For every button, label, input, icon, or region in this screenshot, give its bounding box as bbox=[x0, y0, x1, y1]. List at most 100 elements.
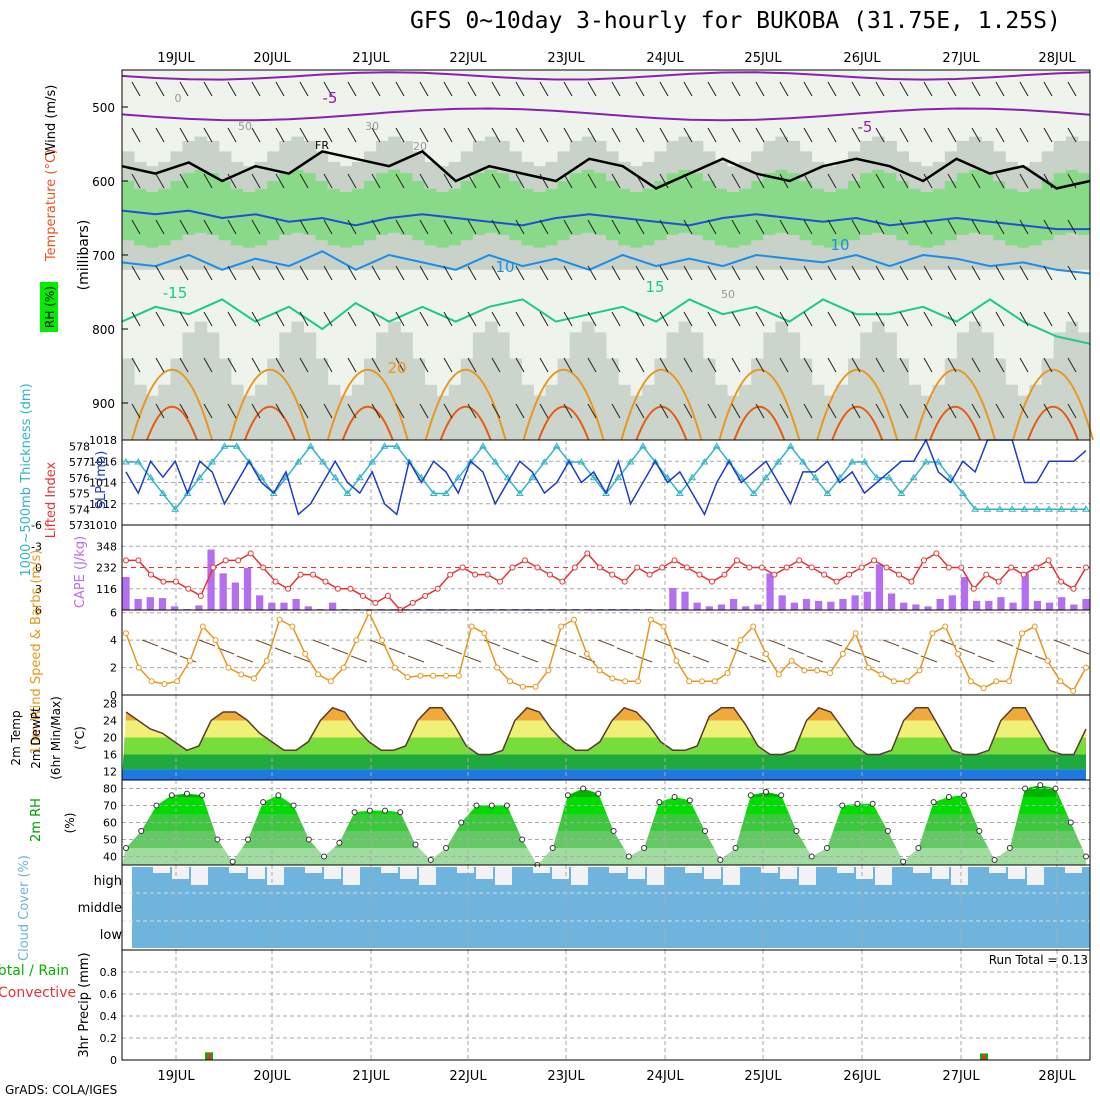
rh-marker bbox=[382, 807, 389, 814]
rh-band-green bbox=[1029, 188, 1043, 246]
wind-barb bbox=[947, 265, 957, 281]
wind-barb bbox=[155, 311, 165, 327]
wind-barb bbox=[539, 219, 549, 235]
wind-barb bbox=[347, 127, 357, 143]
slp-tick: 1010 bbox=[89, 519, 117, 532]
surface-wind-barb bbox=[787, 647, 805, 655]
wind-barb bbox=[155, 403, 165, 419]
wind-barb bbox=[971, 81, 981, 97]
lifted-index-line-marker bbox=[808, 564, 815, 571]
rh-band-lower bbox=[460, 358, 474, 440]
wind-barb bbox=[971, 265, 981, 281]
date-label-top: 25JUL bbox=[744, 51, 782, 66]
rh-band-green bbox=[932, 188, 946, 246]
wind-barb bbox=[1019, 81, 1029, 97]
rh-band-green bbox=[956, 173, 970, 235]
rh-band-green bbox=[835, 188, 849, 246]
wind-speed-line-marker bbox=[455, 672, 462, 679]
cape-bar bbox=[924, 606, 932, 610]
rh-marker bbox=[991, 856, 998, 863]
cloud-high-gap bbox=[913, 867, 930, 873]
lifted-index-line-marker bbox=[135, 557, 142, 564]
wind-barb bbox=[563, 357, 573, 373]
rh-band-lower bbox=[364, 358, 377, 440]
rh-marker bbox=[778, 792, 785, 799]
wind-barb bbox=[347, 357, 357, 373]
rh-band-lower bbox=[206, 332, 220, 440]
lifted-index-line-marker bbox=[347, 585, 354, 592]
lifted-index-line-marker bbox=[509, 564, 516, 571]
wind-barb bbox=[1019, 173, 1029, 189]
thickness-line-marker bbox=[1082, 505, 1090, 512]
wind-speed-line-marker bbox=[852, 630, 859, 637]
thickness-line-marker bbox=[799, 458, 807, 465]
rh-marker bbox=[702, 828, 709, 834]
surface-wind-barb bbox=[540, 639, 558, 647]
surface-wind-barb bbox=[901, 647, 919, 655]
lifted-index-line-marker bbox=[958, 564, 965, 571]
lifted-index-line-marker bbox=[746, 564, 753, 571]
thickness-line-marker bbox=[442, 489, 450, 497]
rh-band-green bbox=[702, 181, 716, 241]
wind-barb bbox=[851, 403, 861, 419]
cloud-high-gap bbox=[324, 867, 341, 879]
rh-band-green bbox=[303, 173, 317, 235]
cape-bar bbox=[1009, 602, 1017, 610]
wind-speed-line-marker bbox=[993, 678, 1000, 685]
precip-bar-conv bbox=[982, 1054, 986, 1060]
surface-wind-barb bbox=[160, 647, 178, 655]
rh-band-lower bbox=[1041, 358, 1055, 440]
wind-barb bbox=[299, 403, 309, 419]
rh-band-lower bbox=[279, 332, 292, 440]
wind-barb bbox=[1067, 219, 1077, 235]
lifted-index-line-marker bbox=[883, 564, 890, 571]
wind-barb bbox=[827, 311, 837, 327]
contour-label: 50 bbox=[721, 288, 735, 301]
lifted-index-line-marker bbox=[372, 599, 379, 606]
thickness-line-marker bbox=[934, 458, 943, 465]
wind-barb bbox=[731, 173, 741, 189]
wind-barb bbox=[203, 403, 213, 419]
wind-barb bbox=[875, 311, 885, 327]
thickness-line-marker bbox=[146, 473, 155, 481]
rh-band-green bbox=[739, 188, 752, 246]
wind-barb bbox=[731, 265, 741, 281]
wind-barb bbox=[515, 265, 525, 281]
wind-barb bbox=[131, 265, 141, 281]
rh-band-green bbox=[315, 181, 329, 241]
wind-barb bbox=[275, 219, 285, 235]
rh-band-lower bbox=[1017, 395, 1030, 440]
wind-barb bbox=[467, 311, 477, 327]
cloud-high-gap bbox=[628, 867, 645, 879]
rh-band-green bbox=[291, 169, 304, 233]
cape-bar bbox=[887, 593, 896, 610]
wind-barb bbox=[923, 357, 933, 373]
wind-speed-line-marker bbox=[622, 678, 629, 685]
wind-barb bbox=[539, 265, 549, 281]
rh-band-lower bbox=[618, 384, 631, 440]
wind-barb bbox=[587, 311, 597, 327]
surface-wind-barb bbox=[559, 647, 577, 655]
thickness-tick: 575 bbox=[69, 488, 90, 501]
rh-band-green bbox=[1053, 173, 1067, 235]
wind-speed-line-marker bbox=[199, 623, 206, 630]
wind-barb bbox=[611, 219, 621, 235]
rh-band-green bbox=[412, 181, 425, 241]
wind-barb bbox=[611, 403, 621, 419]
wind-barb bbox=[635, 311, 645, 327]
cloud-high-gap bbox=[400, 867, 417, 879]
surface-wind-barb bbox=[521, 655, 539, 663]
lifted-index-line-marker bbox=[908, 578, 915, 585]
isotherm-20 bbox=[816, 369, 899, 441]
cloud-high-gap bbox=[1065, 867, 1082, 873]
cloud-high-gap bbox=[761, 867, 778, 873]
wind-speed-line-marker bbox=[430, 672, 437, 679]
rh-band-green bbox=[436, 192, 450, 248]
wind-barb bbox=[683, 127, 693, 143]
rh-band-lower bbox=[485, 321, 498, 440]
ylabel-rhunit: (%) bbox=[63, 813, 77, 834]
lifted-index-line-marker bbox=[185, 585, 192, 592]
rh-band-lower bbox=[1005, 384, 1018, 440]
rh-marker bbox=[732, 845, 739, 851]
lifted-index-line-marker bbox=[596, 564, 603, 571]
